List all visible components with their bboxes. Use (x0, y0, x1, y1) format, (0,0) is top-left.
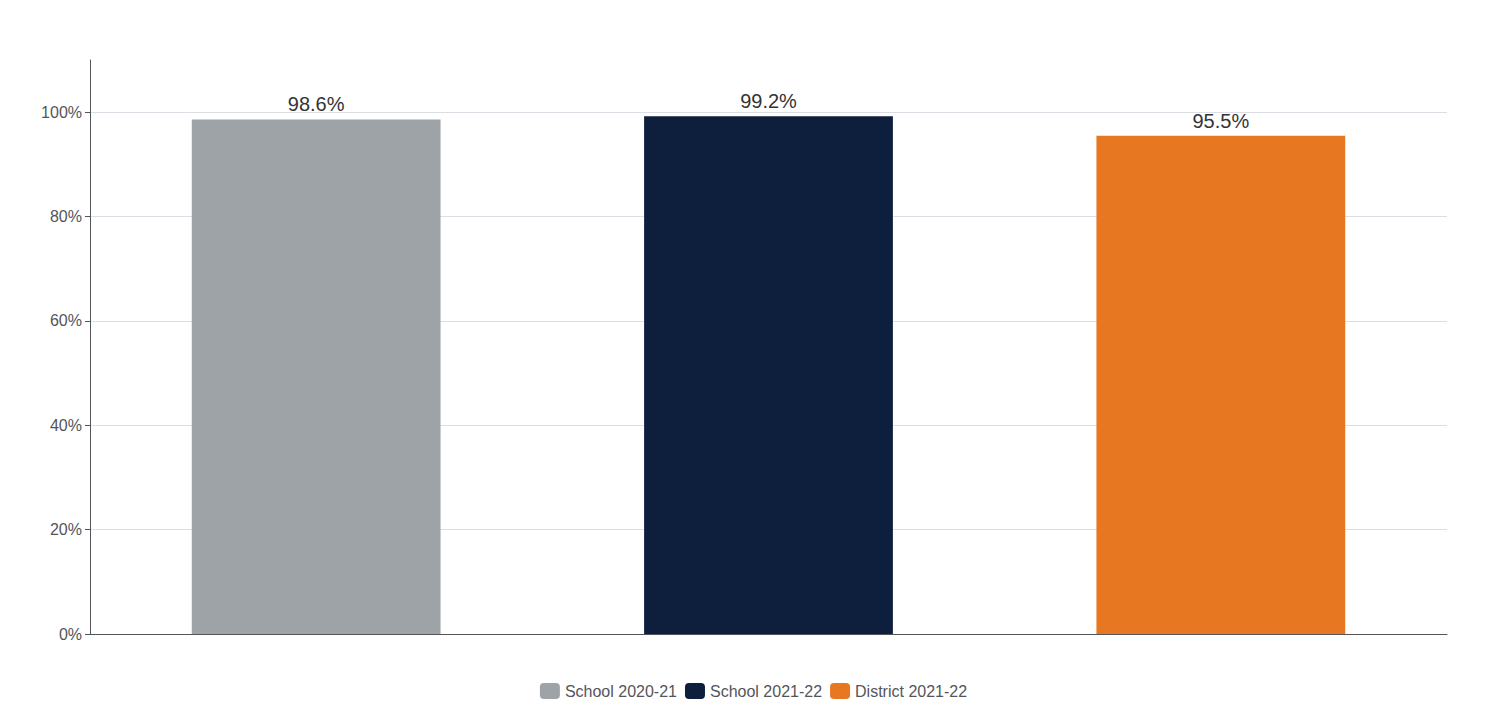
svg-text:99.2%: 99.2% (740, 90, 797, 112)
svg-text:0%: 0% (59, 626, 82, 643)
svg-text:95.5%: 95.5% (1192, 110, 1249, 132)
svg-text:60%: 60% (50, 312, 82, 329)
svg-text:80%: 80% (50, 208, 82, 225)
svg-text:20%: 20% (50, 521, 82, 538)
svg-text:40%: 40% (50, 417, 82, 434)
svg-text:98.6%: 98.6% (288, 93, 345, 115)
svg-text:District 2021-22: District 2021-22 (855, 683, 967, 700)
svg-text:100%: 100% (41, 104, 82, 121)
svg-text:School 2020-21: School 2020-21 (565, 683, 677, 700)
svg-text:School 2021-22: School 2021-22 (710, 683, 822, 700)
